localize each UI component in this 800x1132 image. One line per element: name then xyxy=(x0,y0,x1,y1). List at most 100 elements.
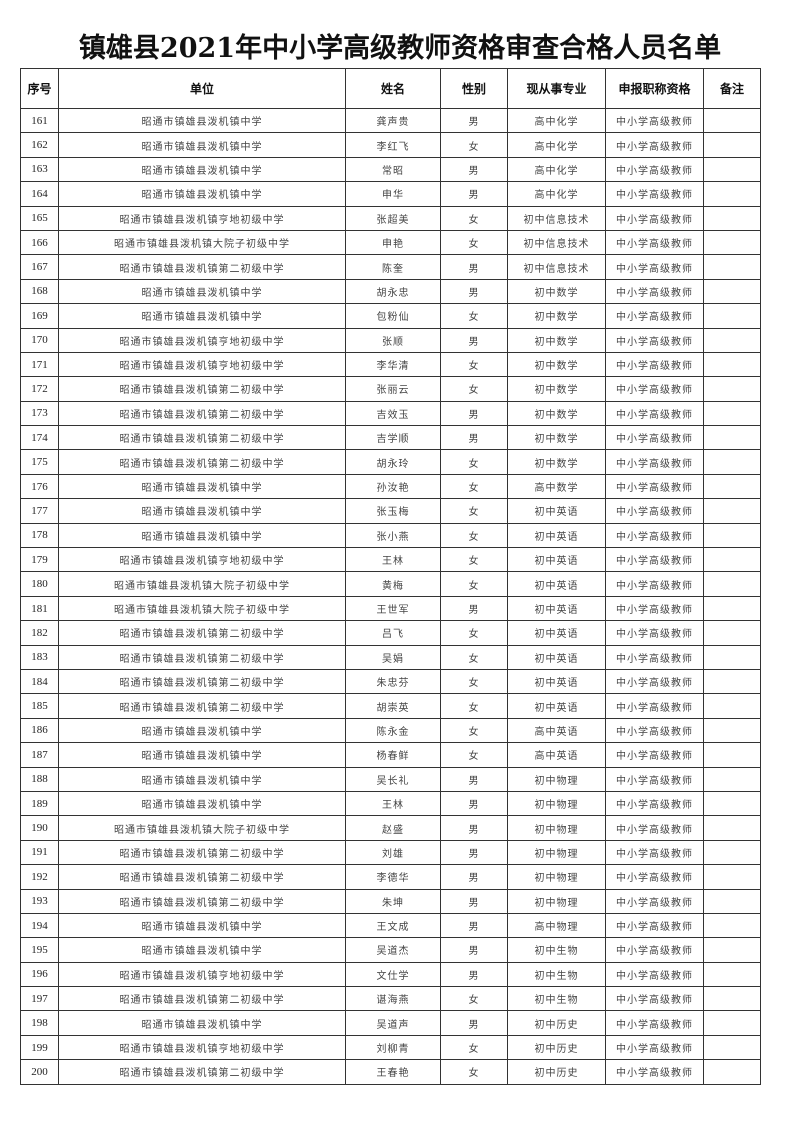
cell-unit: 昭通市镇雄县泼机镇第二初级中学 xyxy=(58,888,346,914)
cell-name: 吴道杰 xyxy=(345,937,441,963)
cell-major: 初中物理 xyxy=(507,864,606,890)
cell-remarks xyxy=(703,376,761,402)
cell-gender: 女 xyxy=(440,351,508,378)
cell-unit: 昭通市镇雄县泼机镇中学 xyxy=(58,766,346,792)
cell-gender: 女 xyxy=(440,473,508,500)
cell-qualification: 中小学高级教师 xyxy=(605,668,704,695)
cell-remarks xyxy=(703,790,761,817)
document-title: 镇雄县2021年中小学高级教师资格审查合格人员名单 xyxy=(78,33,722,64)
cell-major: 初中英语 xyxy=(507,547,606,573)
header-name: 姓名 xyxy=(345,68,441,109)
cell-unit: 昭通市镇雄县泼机镇第二初级中学 xyxy=(58,400,346,427)
cell-name: 吕飞 xyxy=(345,620,441,646)
cell-remarks xyxy=(703,839,761,866)
cell-qualification: 中小学高级教师 xyxy=(605,351,704,378)
cell-name: 张顺 xyxy=(345,327,441,353)
table-row: 167 昭通市镇雄县泼机镇第二初级中学 陈奎男初中信息技术 中小学高级教师 xyxy=(20,254,761,280)
cell-index: 179 xyxy=(20,547,59,573)
cell-qualification: 中小学高级教师 xyxy=(605,229,704,256)
table-row: 177 昭通市镇雄县泼机镇中学 张玉梅女初中英语 中小学高级教师 xyxy=(20,498,761,524)
cell-gender: 男 xyxy=(440,937,508,963)
cell-index: 200 xyxy=(20,1059,59,1085)
cell-name: 吉学顺 xyxy=(345,425,441,451)
table-row: 175 昭通市镇雄县泼机镇第二初级中学 胡永玲女初中数学 中小学高级教师 xyxy=(20,449,761,475)
cell-remarks xyxy=(703,668,761,695)
cell-qualification: 中小学高级教师 xyxy=(605,107,704,134)
cell-index: 196 xyxy=(20,961,59,988)
cell-unit: 昭通市镇雄县泼机镇亨地初级中学 xyxy=(58,1034,346,1061)
cell-name: 孙汝艳 xyxy=(345,473,441,500)
cell-remarks xyxy=(703,522,761,549)
cell-gender: 女 xyxy=(440,668,508,695)
cell-remarks xyxy=(703,864,761,890)
cell-major: 高中英语 xyxy=(507,742,606,768)
cell-unit: 昭通市镇雄县泼机镇第二初级中学 xyxy=(58,864,346,890)
cell-qualification: 中小学高级教师 xyxy=(605,156,704,183)
cell-name: 胡崇英 xyxy=(345,693,441,719)
cell-major: 初中英语 xyxy=(507,620,606,646)
cell-qualification: 中小学高级教师 xyxy=(605,839,704,866)
cell-major: 初中数学 xyxy=(507,400,606,427)
cell-major: 高中物理 xyxy=(507,912,606,939)
cell-gender: 女 xyxy=(440,742,508,768)
cell-name: 王世军 xyxy=(345,595,441,622)
cell-remarks xyxy=(703,498,761,524)
cell-qualification: 中小学高级教师 xyxy=(605,912,704,939)
cell-major: 初中数学 xyxy=(507,351,606,378)
cell-gender: 男 xyxy=(440,864,508,890)
cell-major: 高中英语 xyxy=(507,717,606,744)
cell-name: 吉效玉 xyxy=(345,400,441,427)
table-row: 198 昭通市镇雄县泼机镇中学 吴道声男初中历史 中小学高级教师 xyxy=(20,1010,761,1036)
table-row: 183 昭通市镇雄县泼机镇第二初级中学 吴娟女初中英语 中小学高级教师 xyxy=(20,644,761,670)
cell-index: 178 xyxy=(20,522,59,549)
cell-qualification: 中小学高级教师 xyxy=(605,571,704,597)
cell-unit: 昭通市镇雄县泼机镇大院子初级中学 xyxy=(58,815,346,841)
cell-remarks xyxy=(703,961,761,988)
cell-unit: 昭通市镇雄县泼机镇大院子初级中学 xyxy=(58,571,346,597)
cell-name: 王文成 xyxy=(345,912,441,939)
table-row: 192 昭通市镇雄县泼机镇第二初级中学 李德华男初中物理 中小学高级教师 xyxy=(20,864,761,890)
cell-name: 黄梅 xyxy=(345,571,441,597)
cell-unit: 昭通市镇雄县泼机镇中学 xyxy=(58,937,346,963)
cell-index: 174 xyxy=(20,425,59,451)
cell-gender: 女 xyxy=(440,986,508,1012)
cell-remarks xyxy=(703,815,761,841)
cell-major: 初中英语 xyxy=(507,595,606,622)
cell-index: 185 xyxy=(20,693,59,719)
cell-remarks xyxy=(703,888,761,914)
table-row: 173 昭通市镇雄县泼机镇第二初级中学 吉效玉男初中数学 中小学高级教师 xyxy=(20,400,761,427)
cell-gender: 女 xyxy=(440,205,508,231)
cell-major: 初中物理 xyxy=(507,766,606,792)
cell-qualification: 中小学高级教师 xyxy=(605,864,704,890)
cell-gender: 男 xyxy=(440,595,508,622)
cell-name: 胡永忠 xyxy=(345,278,441,305)
cell-index: 172 xyxy=(20,376,59,402)
cell-remarks xyxy=(703,547,761,573)
cell-gender: 男 xyxy=(440,1010,508,1036)
cell-gender: 男 xyxy=(440,888,508,914)
table-row: 194 昭通市镇雄县泼机镇中学 王文成男高中物理 中小学高级教师 xyxy=(20,912,761,939)
cell-index: 169 xyxy=(20,303,59,329)
cell-unit: 昭通市镇雄县泼机镇亨地初级中学 xyxy=(58,961,346,988)
cell-unit: 昭通市镇雄县泼机镇中学 xyxy=(58,303,346,329)
table-row: 165 昭通市镇雄县泼机镇亨地初级中学 张超美女初中信息技术 中小学高级教师 xyxy=(20,205,761,231)
cell-remarks xyxy=(703,327,761,353)
cell-unit: 昭通市镇雄县泼机镇第二初级中学 xyxy=(58,254,346,280)
cell-name: 申华 xyxy=(345,181,441,207)
cell-gender: 女 xyxy=(440,1059,508,1085)
cell-remarks xyxy=(703,181,761,207)
cell-name: 朱坤 xyxy=(345,888,441,914)
cell-major: 初中生物 xyxy=(507,961,606,988)
cell-unit: 昭通市镇雄县泼机镇第二初级中学 xyxy=(58,449,346,475)
cell-name: 吴道声 xyxy=(345,1010,441,1036)
cell-gender: 女 xyxy=(440,547,508,573)
cell-qualification: 中小学高级教师 xyxy=(605,595,704,622)
table-row: 168 昭通市镇雄县泼机镇中学 胡永忠男初中数学 中小学高级教师 xyxy=(20,278,761,305)
cell-index: 165 xyxy=(20,205,59,231)
cell-major: 初中物理 xyxy=(507,839,606,866)
cell-qualification: 中小学高级教师 xyxy=(605,1010,704,1036)
table-row: 186 昭通市镇雄县泼机镇中学 陈永金女高中英语 中小学高级教师 xyxy=(20,717,761,744)
table-header-row: 序号 单位 姓名 性别 现从事专业 申报职称资格 备注 xyxy=(20,68,761,109)
table-row: 190 昭通市镇雄县泼机镇大院子初级中学 赵盛男初中物理 中小学高级教师 xyxy=(20,815,761,841)
cell-gender: 女 xyxy=(440,571,508,597)
